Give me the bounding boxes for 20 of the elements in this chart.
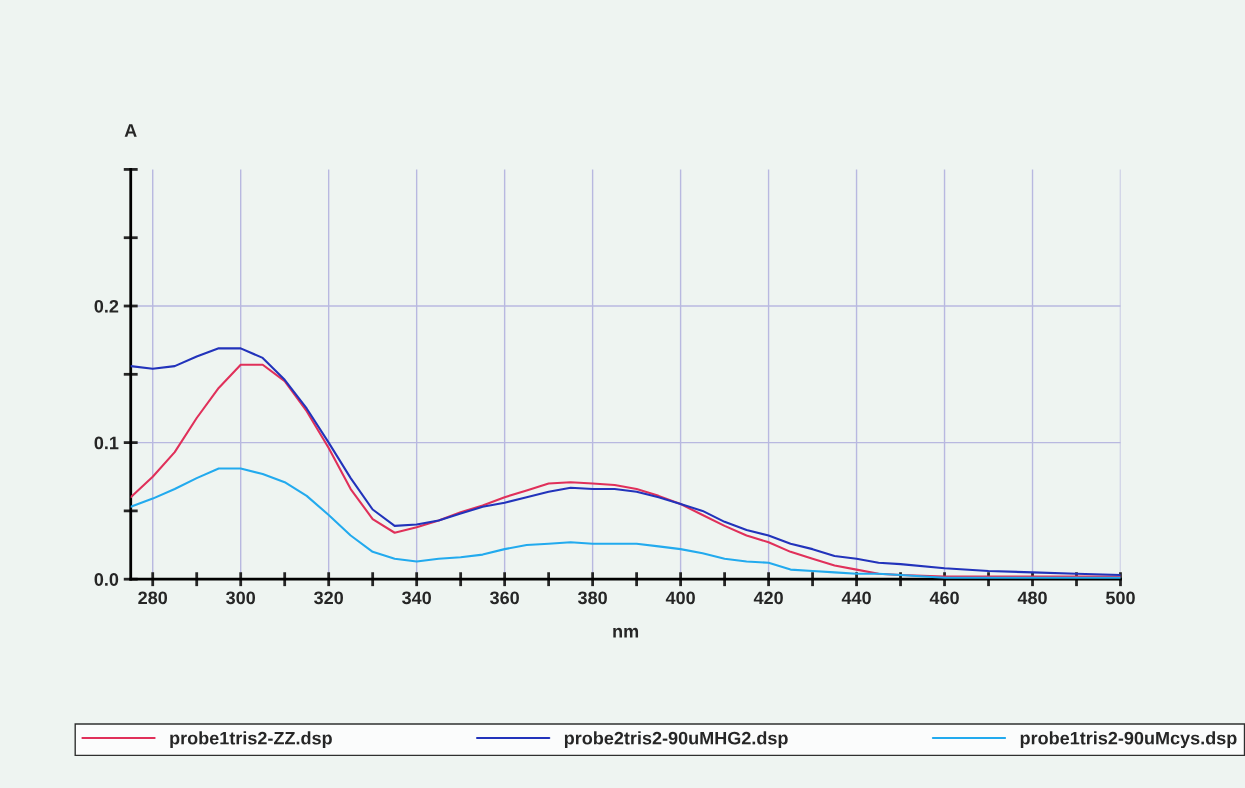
legend-label: probe1tris2-90uMcys.dsp xyxy=(1020,731,1237,749)
x-tick-label: 360 xyxy=(489,591,519,605)
y-tick-label: 0.1 xyxy=(94,436,119,450)
legend-label: probe2tris2-90uMHG2.dsp xyxy=(564,731,788,749)
x-tick-label: 320 xyxy=(314,591,343,605)
x-axis-title: nm xyxy=(613,627,639,638)
y-axis-title: A xyxy=(124,124,137,137)
x-tick-label: 420 xyxy=(753,591,783,605)
x-tick-label: 340 xyxy=(402,591,431,605)
x-tick-label: 380 xyxy=(577,591,607,605)
x-tick-label: 460 xyxy=(929,591,959,605)
x-tick-label: 300 xyxy=(226,591,256,605)
x-tick-label: 500 xyxy=(1105,591,1135,605)
y-tick-label: 0.0 xyxy=(94,573,119,586)
x-tick-label: 400 xyxy=(665,591,695,605)
y-tick-label: 0.2 xyxy=(94,299,119,313)
x-tick-label: 440 xyxy=(841,591,871,605)
x-tick-label: 480 xyxy=(1017,591,1047,605)
legend-label: probe1tris2-ZZ.dsp xyxy=(170,731,332,749)
x-tick-label: 280 xyxy=(138,591,168,605)
